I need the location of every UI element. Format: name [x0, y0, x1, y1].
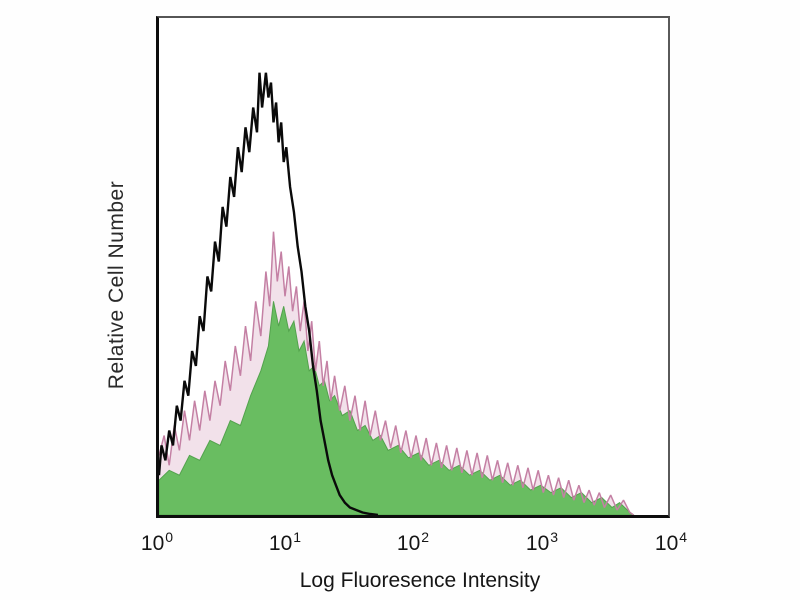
x-tick-exponent: 1: [293, 529, 302, 545]
stained-sample-outline: [159, 231, 635, 515]
x-tick-10e0: 100: [141, 529, 173, 556]
unstained-control-outline: [159, 72, 379, 515]
x-tick-exponent: 4: [679, 529, 688, 545]
x-tick-exponent: 3: [550, 529, 559, 545]
x-tick-10e2: 102: [397, 529, 429, 556]
x-tick-base: 10: [268, 532, 293, 555]
x-tick-base: 10: [140, 532, 165, 555]
histogram-canvas: [159, 72, 635, 515]
x-tick-10e1: 101: [269, 529, 301, 556]
x-axis-label: Log Fluoresence Intensity: [299, 569, 541, 592]
y-axis-label: Relative Cell Number: [105, 180, 128, 390]
x-tick-10e4: 104: [655, 529, 687, 556]
x-tick-exponent: 2: [421, 529, 430, 545]
x-tick-exponent: 0: [165, 529, 174, 545]
x-tick-base: 10: [396, 532, 421, 555]
x-tick-base: 10: [654, 532, 679, 555]
plot-area: [156, 16, 670, 518]
x-tick-base: 10: [525, 532, 550, 555]
x-tick-10e3: 103: [526, 529, 558, 556]
